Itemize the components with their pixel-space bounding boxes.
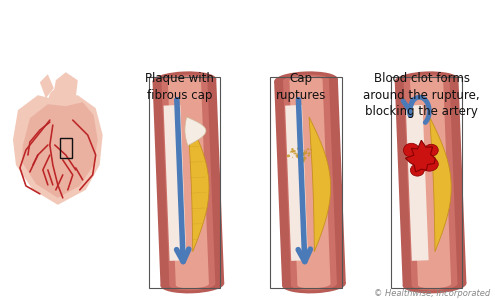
Ellipse shape xyxy=(295,152,297,154)
Bar xyxy=(391,77,462,287)
Ellipse shape xyxy=(291,148,294,150)
Polygon shape xyxy=(406,105,429,261)
Polygon shape xyxy=(185,117,206,146)
Polygon shape xyxy=(403,79,457,285)
Ellipse shape xyxy=(302,159,304,161)
Ellipse shape xyxy=(294,153,295,154)
Polygon shape xyxy=(40,74,54,98)
Polygon shape xyxy=(405,140,435,172)
Ellipse shape xyxy=(290,152,291,153)
Text: © Healthwise, Incorporated: © Healthwise, Incorporated xyxy=(374,289,491,298)
Ellipse shape xyxy=(283,74,329,86)
Ellipse shape xyxy=(152,71,216,89)
Ellipse shape xyxy=(308,152,311,154)
Ellipse shape xyxy=(303,157,306,160)
Ellipse shape xyxy=(287,154,290,157)
Ellipse shape xyxy=(49,87,77,109)
Polygon shape xyxy=(283,79,337,285)
Ellipse shape xyxy=(303,155,305,157)
Ellipse shape xyxy=(291,150,294,153)
Ellipse shape xyxy=(297,155,301,158)
Ellipse shape xyxy=(176,281,209,288)
Ellipse shape xyxy=(303,152,306,154)
Ellipse shape xyxy=(291,151,292,152)
Polygon shape xyxy=(22,102,98,198)
Polygon shape xyxy=(13,95,102,205)
Ellipse shape xyxy=(274,71,338,89)
Text: Cap
ruptures: Cap ruptures xyxy=(276,72,326,102)
Ellipse shape xyxy=(298,157,301,159)
Ellipse shape xyxy=(424,144,438,156)
Polygon shape xyxy=(309,117,331,252)
Ellipse shape xyxy=(302,160,304,161)
Polygon shape xyxy=(290,80,331,285)
Ellipse shape xyxy=(412,279,457,290)
Ellipse shape xyxy=(161,74,207,86)
Ellipse shape xyxy=(308,154,310,157)
Ellipse shape xyxy=(303,160,305,162)
Ellipse shape xyxy=(298,159,301,161)
Ellipse shape xyxy=(302,158,304,160)
Ellipse shape xyxy=(403,276,466,293)
Bar xyxy=(60,138,72,158)
Ellipse shape xyxy=(282,276,346,293)
Ellipse shape xyxy=(301,152,304,155)
Ellipse shape xyxy=(306,150,307,151)
Text: Plaque with
fibrous cap: Plaque with fibrous cap xyxy=(145,72,214,102)
Ellipse shape xyxy=(300,154,304,157)
Text: Blood clot forms
around the rupture,
blocking the artery: Blood clot forms around the rupture, blo… xyxy=(363,72,480,118)
Bar xyxy=(270,77,342,287)
Ellipse shape xyxy=(395,71,458,89)
Ellipse shape xyxy=(291,279,337,290)
Ellipse shape xyxy=(305,151,307,152)
Polygon shape xyxy=(161,79,215,285)
Ellipse shape xyxy=(168,76,201,84)
Ellipse shape xyxy=(296,155,298,157)
Ellipse shape xyxy=(160,276,224,293)
Polygon shape xyxy=(395,79,466,286)
Ellipse shape xyxy=(418,281,451,288)
Ellipse shape xyxy=(298,158,300,160)
Polygon shape xyxy=(168,80,209,285)
Ellipse shape xyxy=(296,153,299,156)
Ellipse shape xyxy=(403,143,419,157)
Ellipse shape xyxy=(305,152,307,154)
Polygon shape xyxy=(188,117,209,252)
Polygon shape xyxy=(410,80,451,285)
Polygon shape xyxy=(285,105,308,261)
Ellipse shape xyxy=(304,150,305,152)
Ellipse shape xyxy=(290,76,323,84)
Ellipse shape xyxy=(299,147,301,148)
Ellipse shape xyxy=(301,150,303,152)
Ellipse shape xyxy=(297,156,299,158)
Ellipse shape xyxy=(410,164,424,176)
Ellipse shape xyxy=(310,149,312,151)
Ellipse shape xyxy=(297,281,331,288)
Ellipse shape xyxy=(304,153,306,154)
Ellipse shape xyxy=(297,147,301,150)
Ellipse shape xyxy=(299,159,301,161)
Polygon shape xyxy=(274,79,346,286)
Ellipse shape xyxy=(301,160,304,163)
Ellipse shape xyxy=(169,279,215,290)
Ellipse shape xyxy=(300,160,302,162)
Ellipse shape xyxy=(307,148,309,150)
Ellipse shape xyxy=(298,149,302,152)
Ellipse shape xyxy=(420,157,438,171)
Ellipse shape xyxy=(299,155,301,157)
Ellipse shape xyxy=(299,159,301,161)
Polygon shape xyxy=(163,105,187,261)
Polygon shape xyxy=(430,117,451,252)
Ellipse shape xyxy=(303,159,305,161)
Ellipse shape xyxy=(293,150,296,152)
Polygon shape xyxy=(152,79,224,286)
Ellipse shape xyxy=(403,74,449,86)
Bar xyxy=(148,77,220,287)
Ellipse shape xyxy=(292,157,293,158)
Polygon shape xyxy=(53,72,78,98)
Ellipse shape xyxy=(410,76,443,84)
